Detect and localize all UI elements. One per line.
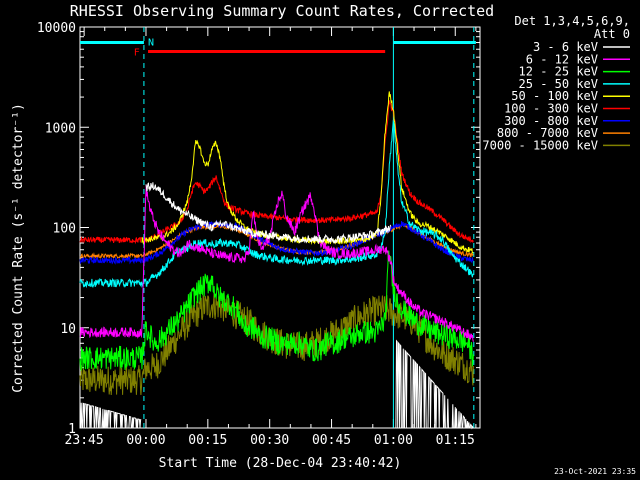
- x-tick-label: 01:00: [374, 433, 413, 448]
- legend-label: 7000 - 15000 keV: [482, 138, 598, 152]
- legend-label: 3 - 6 keV: [533, 40, 598, 54]
- timestamp: 23-Oct-2021 23:35: [554, 467, 636, 476]
- legend-label: 25 - 50 keV: [519, 77, 598, 91]
- x-tick-label: 23:45: [65, 433, 104, 448]
- series-line: [79, 119, 474, 289]
- y-axis-label: Corrected Count Rate (s⁻¹ detector⁻¹): [11, 103, 26, 393]
- flag-label-F: F: [134, 47, 140, 58]
- legend-label: 800 - 7000 keV: [497, 126, 598, 140]
- x-tick-label: 00:00: [126, 433, 165, 448]
- legend-header-2: Att 0: [594, 27, 630, 41]
- series-line: [79, 219, 474, 265]
- legend-label: 12 - 25 keV: [519, 65, 598, 79]
- series-line: [145, 182, 392, 245]
- series-line: [79, 250, 474, 372]
- x-tick-label: 01:15: [436, 433, 475, 448]
- series-line-low: [393, 339, 474, 430]
- series-line-low: [80, 402, 142, 429]
- legend-label: 100 - 300 keV: [504, 102, 598, 116]
- y-tick-label: 10000: [37, 21, 76, 36]
- series-line: [79, 100, 474, 245]
- y-tick-label: 1000: [45, 121, 76, 136]
- chart-title: RHESSI Observing Summary Count Rates, Co…: [70, 2, 494, 20]
- y-tick-label: 100: [53, 222, 76, 237]
- x-tick-label: 00:30: [250, 433, 289, 448]
- flag-label-N: N: [148, 38, 154, 49]
- series-line: [79, 184, 474, 342]
- legend-label: 50 - 100 keV: [511, 89, 598, 103]
- x-tick-label: 00:15: [188, 433, 227, 448]
- legend-header-1: Det 1,3,4,5,6,9,: [514, 14, 630, 28]
- x-tick-label: 00:45: [312, 433, 351, 448]
- y-tick-label: 1: [68, 422, 76, 437]
- x-axis-label: Start Time (28-Dec-04 23:40:42): [159, 456, 402, 471]
- legend-label: 300 - 800 keV: [504, 114, 598, 128]
- y-tick-label: 10: [60, 322, 76, 337]
- legend-label: 6 - 12 keV: [526, 52, 598, 66]
